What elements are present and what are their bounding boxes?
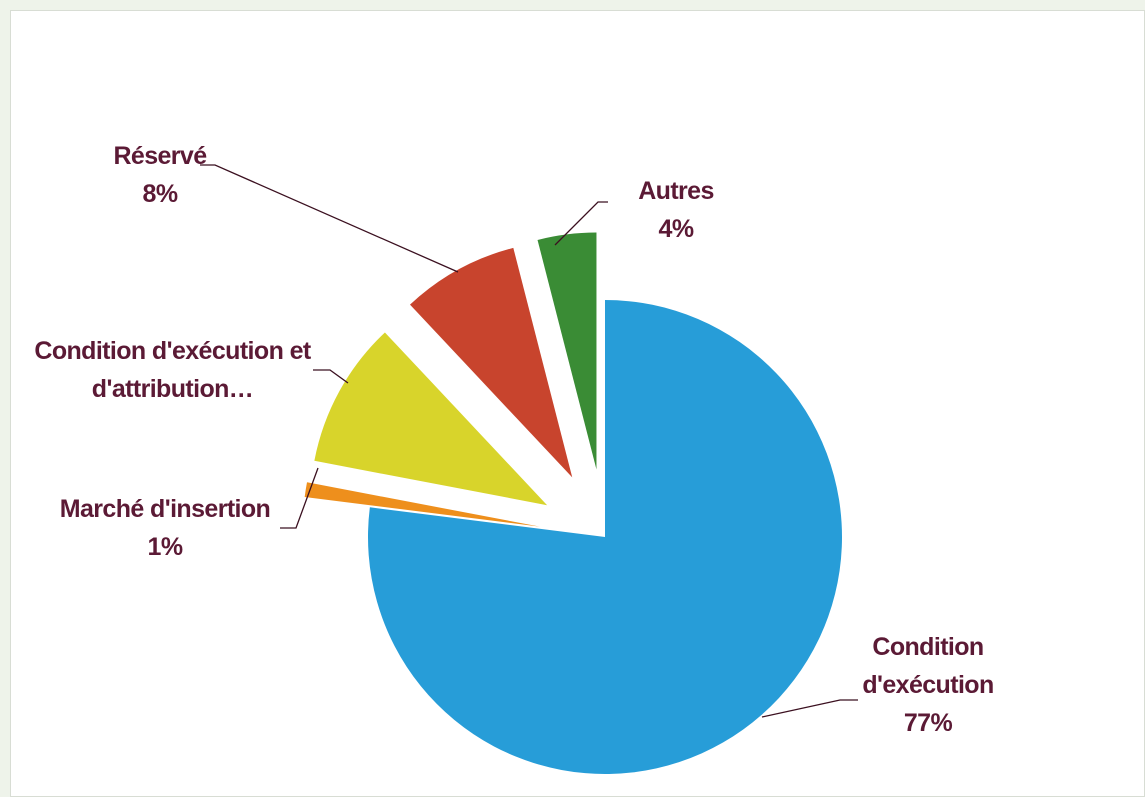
pie-slice: [410, 247, 573, 478]
data-label: Autres 4%: [596, 172, 756, 248]
pie-slice: [537, 232, 597, 470]
category-label: Condition d'exécution et d'attribution…: [34, 337, 311, 403]
pie-slice: [304, 482, 540, 527]
leader-line: [200, 164, 459, 273]
data-label: Réservé 8%: [80, 137, 240, 213]
category-label: Réservé: [113, 142, 207, 170]
leader-line: [761, 699, 858, 718]
category-label: Autres: [638, 177, 714, 205]
leader-line: [280, 467, 319, 529]
pie-slice: [314, 332, 548, 506]
data-label: Marché d'insertion 1%: [30, 490, 300, 566]
value-label: 1%: [147, 533, 184, 561]
category-label: Condition d'exécution: [862, 633, 994, 699]
category-label: Marché d'insertion: [59, 495, 271, 523]
value-label: 8%: [142, 180, 179, 208]
pie-slice: [367, 300, 843, 774]
value-label: 77%: [903, 709, 953, 737]
data-label: Condition d'exécution et d'attribution…: [20, 332, 325, 408]
leader-line: [554, 201, 608, 246]
leader-line: [313, 369, 349, 384]
value-label: 4%: [658, 215, 695, 243]
data-label: Condition d'exécution 77%: [848, 628, 1008, 742]
